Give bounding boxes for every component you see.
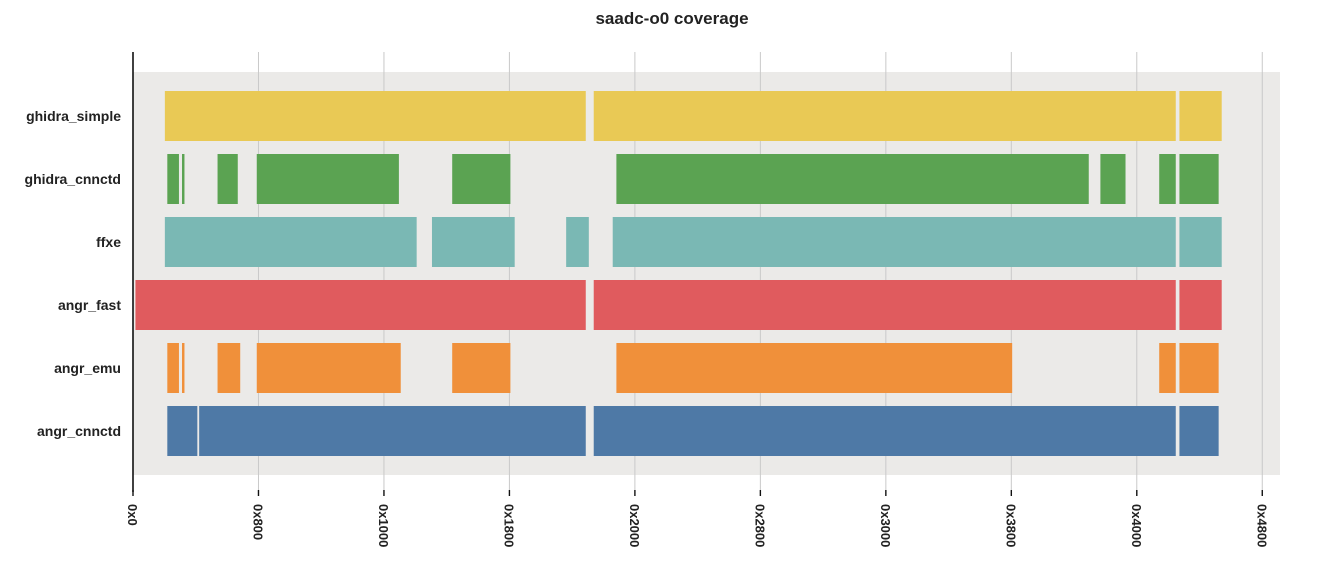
series-ghidra_cnnctd [167, 154, 1219, 204]
angr_emu-block-2 [217, 343, 241, 393]
angr_emu-block-5 [616, 343, 1013, 393]
x-tick-label-5: 0x2800 [752, 504, 767, 547]
ghidra_cnnctd-block-4 [452, 154, 511, 204]
ffxe-block-1 [431, 217, 515, 267]
angr_cnnctd-block-2 [593, 406, 1176, 456]
ghidra_cnnctd-block-2 [217, 154, 238, 204]
x-tick-label-6: 0x3000 [878, 504, 893, 547]
angr_cnnctd-block-3 [1179, 406, 1219, 456]
angr_emu-block-1 [182, 343, 185, 393]
ghidra_simple-block-0 [164, 91, 586, 141]
chart-title: saadc-o0 coverage [595, 9, 748, 28]
angr_emu-block-4 [452, 343, 511, 393]
series-angr_cnnctd [167, 406, 1219, 456]
series-label-ghidra_simple: ghidra_simple [26, 108, 121, 124]
ffxe-block-2 [566, 217, 589, 267]
series-angr_fast [135, 280, 1222, 330]
ffxe-block-0 [164, 217, 417, 267]
angr_fast-block-2 [1179, 280, 1222, 330]
series-ffxe [164, 217, 1222, 267]
x-tick-label-1: 0x800 [250, 504, 265, 540]
x-tick-label-8: 0x4000 [1129, 504, 1144, 547]
ghidra_cnnctd-block-3 [256, 154, 399, 204]
ghidra_simple-block-1 [593, 91, 1176, 141]
x-tick-label-0: 0x0 [125, 504, 140, 526]
ffxe-block-4 [1179, 217, 1222, 267]
angr_cnnctd-block-0 [167, 406, 198, 456]
ffxe-block-3 [612, 217, 1176, 267]
x-tick-label-9: 0x4800 [1254, 504, 1269, 547]
ghidra_cnnctd-block-0 [167, 154, 179, 204]
series-label-angr_fast: angr_fast [58, 297, 121, 313]
series-label-ffxe: ffxe [96, 234, 121, 250]
series-label-angr_cnnctd: angr_cnnctd [37, 423, 121, 439]
ghidra_cnnctd-block-5 [616, 154, 1089, 204]
x-axis-ticks: 0x0 0x800 0x1000 0x1800 0x2000 0x2800 0x3000 0x… [125, 490, 1269, 547]
series-angr_emu [167, 343, 1219, 393]
series-label-angr_emu: angr_emu [54, 360, 121, 376]
ghidra_cnnctd-block-6 [1100, 154, 1126, 204]
angr_emu-block-6 [1159, 343, 1176, 393]
series-ghidra_simple [164, 91, 1222, 141]
ghidra_cnnctd-block-1 [182, 154, 185, 204]
angr_emu-block-7 [1179, 343, 1219, 393]
ghidra_simple-block-2 [1179, 91, 1222, 141]
x-tick-label-3: 0x1800 [501, 504, 516, 547]
x-tick-label-2: 0x1000 [376, 504, 391, 547]
angr_emu-block-3 [256, 343, 401, 393]
x-tick-label-7: 0x3800 [1003, 504, 1018, 547]
x-tick-label-4: 0x2000 [627, 504, 642, 547]
series-label-ghidra_cnnctd: ghidra_cnnctd [25, 171, 121, 187]
angr_emu-block-0 [167, 343, 179, 393]
angr_cnnctd-block-1 [199, 406, 586, 456]
ghidra_cnnctd-block-7 [1159, 154, 1176, 204]
coverage-bars [135, 91, 1222, 456]
angr_fast-block-0 [135, 280, 586, 330]
angr_fast-block-1 [593, 280, 1176, 330]
ghidra_cnnctd-block-8 [1179, 154, 1219, 204]
